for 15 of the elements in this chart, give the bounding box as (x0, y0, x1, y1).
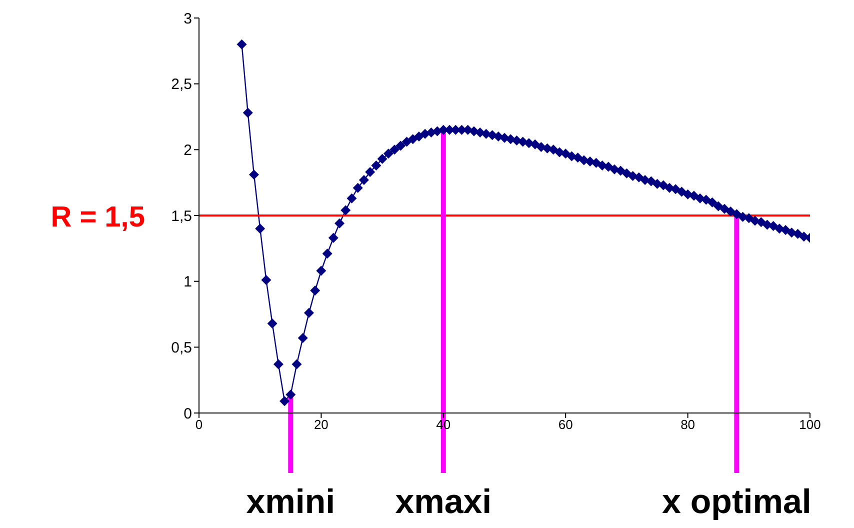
y-tick-label: 3 (184, 10, 192, 28)
y-tick-label: 1,5 (171, 208, 192, 225)
y-tick-label: 1 (184, 274, 192, 291)
x-tick-label: 0 (195, 417, 203, 432)
ref-line-label: R = 1,5 (50, 202, 145, 234)
x-tick-label: 60 (558, 417, 573, 432)
ref-line-label: xmaxi (395, 483, 492, 521)
ref-line-label: xmini (246, 483, 336, 521)
x-tick-label: 20 (314, 417, 328, 432)
y-tick-label: 0,5 (171, 339, 192, 356)
ref-line-label: x optimal (662, 483, 812, 521)
y-tick-label: 2,5 (171, 76, 192, 94)
x-tick-label: 80 (680, 417, 696, 432)
x-tick-label: 100 (799, 417, 821, 432)
y-tick-label: 2 (184, 142, 192, 159)
